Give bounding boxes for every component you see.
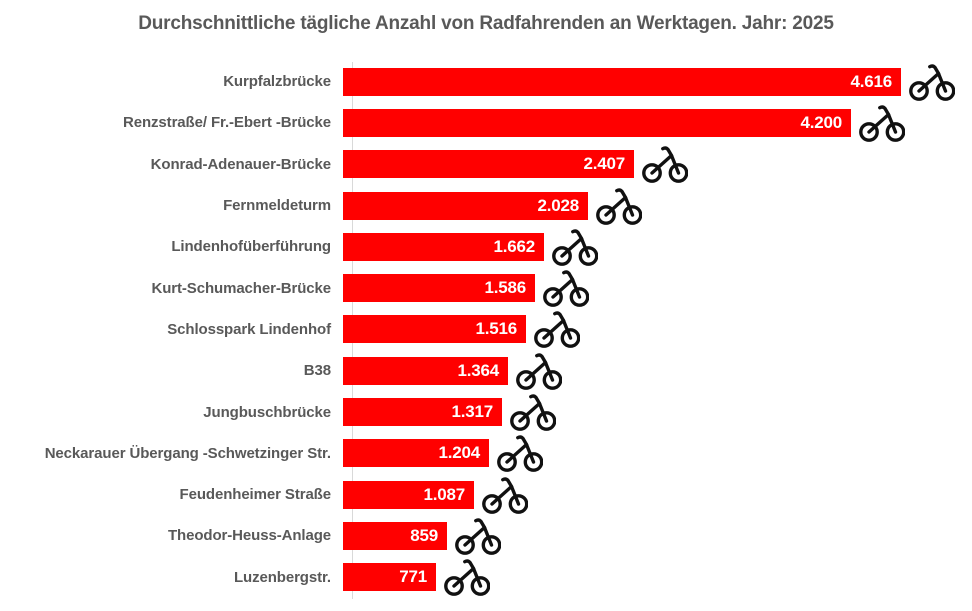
value-label: 1.662 [493, 236, 535, 256]
bicycle-icon [516, 352, 562, 390]
bicycle-icon [455, 518, 501, 555]
bicycle-icon [909, 63, 955, 101]
value-label: 1.586 [484, 278, 526, 298]
value-label: 2.028 [537, 195, 579, 215]
category-label: Jungbuschbrücke [203, 403, 331, 421]
bar-track: 1.516 [342, 309, 972, 350]
category-label: Fernmeldeturm [223, 197, 331, 215]
value-label: 4.616 [850, 71, 892, 91]
category-label: B38 [303, 362, 331, 380]
bicycle-icon [642, 146, 688, 184]
bar-row: Renzstraße/ Fr.-Ebert -Brücke 4.200 [0, 102, 972, 143]
bar: 1.317 [343, 398, 502, 427]
bicycle-icon [482, 476, 528, 514]
bar-track: 1.087 [342, 474, 972, 515]
bar-row: Kurpfalzbrücke 4.616 [0, 61, 972, 102]
bar: 2.407 [343, 150, 634, 179]
chart-title: Durchschnittliche tägliche Anzahl von Ra… [138, 13, 834, 34]
value-label: 2.407 [583, 154, 625, 174]
value-label: 771 [399, 567, 427, 587]
bar: 2.028 [343, 191, 588, 220]
bar-track: 1.204 [342, 433, 972, 474]
bar-row: Luzenbergstr. 771 [0, 557, 972, 598]
bicycle-icon [552, 229, 598, 266]
bar-row: Lindenhofüberführung 1.662 [0, 226, 972, 267]
bar-track: 771 [342, 557, 972, 598]
bar: 859 [343, 521, 447, 550]
bar: 771 [343, 563, 436, 592]
plot-area: Kurpfalzbrücke 4.616 Renzstraße/ Fr.-Ebert… [0, 61, 972, 601]
bicycle-icon [510, 394, 556, 431]
bar-row: Konrad-Adenauer-Brücke 2.407 [0, 144, 972, 185]
bar-row: Neckarauer Übergang -Schwetzinger Str. 1.… [0, 433, 972, 474]
bar-rows: Kurpfalzbrücke 4.616 Renzstraße/ Fr.-Ebert… [0, 61, 972, 598]
value-label: 859 [410, 525, 438, 545]
bar-row: Theodor-Heuss-Anlage 859 [0, 515, 972, 556]
bar-track: 859 [342, 515, 972, 556]
value-label: 1.087 [423, 484, 465, 504]
bar-track: 4.200 [342, 102, 972, 143]
bar-row: Schlosspark Lindenhof 1.516 [0, 309, 972, 350]
category-label: Konrad-Adenauer-Brücke [150, 155, 331, 173]
bar: 4.616 [343, 67, 901, 96]
category-label: Kurpfalzbrücke [223, 73, 331, 91]
bar: 1.516 [343, 315, 526, 344]
bar-track: 1.586 [342, 267, 972, 308]
value-label: 1.204 [438, 443, 480, 463]
bar-row: Jungbuschbrücke 1.317 [0, 391, 972, 432]
bar: 1.364 [343, 356, 508, 385]
bicycle-icon [444, 559, 490, 597]
bar-row: Fernmeldeturm 2.028 [0, 185, 972, 226]
bar: 1.087 [343, 480, 474, 509]
value-label: 1.317 [451, 402, 493, 422]
bicycle-icon [497, 435, 543, 473]
value-label: 4.200 [800, 112, 842, 132]
bar-track: 2.407 [342, 144, 972, 185]
category-label: Renzstraße/ Fr.-Ebert -Brücke [123, 114, 331, 132]
bicycle-icon [859, 105, 905, 142]
value-label: 1.364 [457, 360, 499, 380]
bar-row: Kurt-Schumacher-Brücke 1.586 [0, 267, 972, 308]
bar-track: 1.662 [342, 226, 972, 267]
bar: 1.662 [343, 232, 544, 261]
bar-row: Feudenheimer Straße 1.087 [0, 474, 972, 515]
bar-track: 4.616 [342, 61, 972, 102]
bar-track: 1.317 [342, 391, 972, 432]
category-label: Feudenheimer Straße [179, 486, 332, 504]
bicycle-icon [543, 270, 589, 308]
category-label: Theodor-Heuss-Anlage [167, 527, 331, 545]
bicycle-icon [596, 187, 642, 225]
bar-row: B38 1.364 [0, 350, 972, 391]
bar-track: 1.364 [342, 350, 972, 391]
category-label: Lindenhofüberführung [171, 238, 331, 256]
category-label: Kurt-Schumacher-Brücke [151, 279, 331, 297]
bar: 4.200 [343, 108, 851, 137]
bar: 1.204 [343, 439, 489, 468]
category-label: Schlosspark Lindenhof [167, 320, 331, 338]
value-label: 1.516 [475, 319, 517, 339]
bar-track: 2.028 [342, 185, 972, 226]
category-label: Neckarauer Übergang -Schwetzinger Str. [44, 444, 331, 462]
bicycle-icon [534, 311, 580, 349]
category-label: Luzenbergstr. [233, 568, 331, 586]
bar: 1.586 [343, 274, 535, 303]
